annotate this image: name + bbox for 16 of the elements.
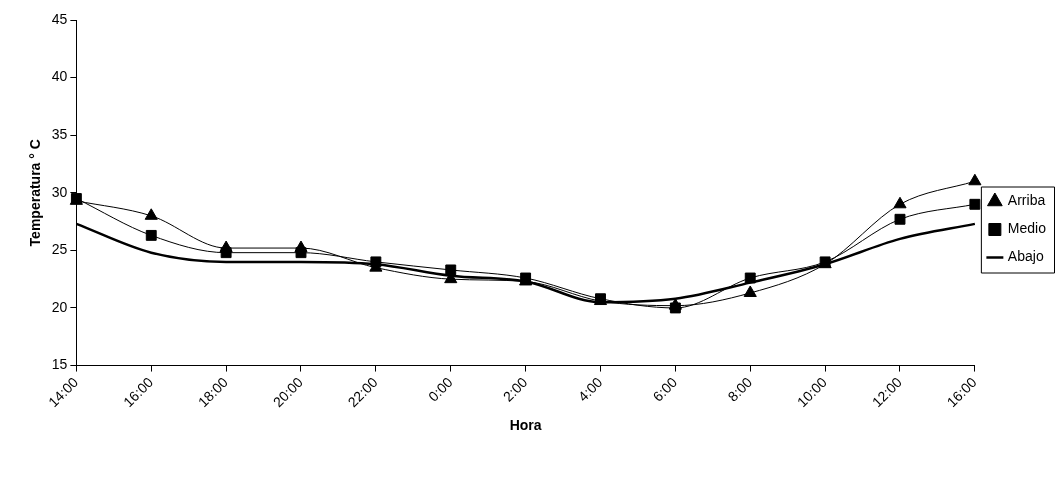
x-tick-label: 6:00 [649, 373, 681, 405]
legend-label: Medio [1007, 220, 1047, 237]
y-tick-label: 45 [51, 10, 68, 27]
y-tick-label: 40 [51, 68, 68, 85]
y-tick-label: 35 [51, 126, 68, 143]
y-tick-label: 25 [51, 241, 68, 258]
y-axis-title: Temperatura ° C [27, 139, 44, 247]
x-tick-label: 4:00 [574, 373, 606, 405]
y-tick-label: 30 [51, 183, 68, 200]
y-tick-label: 20 [51, 298, 68, 315]
x-tick-label: 8:00 [724, 373, 756, 405]
legend-label: Arriba [1007, 192, 1046, 209]
x-axis-title: Hora [509, 417, 542, 434]
x-tick-label: 0:00 [425, 373, 456, 405]
legend-label: Abajo [1007, 248, 1044, 265]
y-tick-label: 15 [51, 356, 68, 373]
